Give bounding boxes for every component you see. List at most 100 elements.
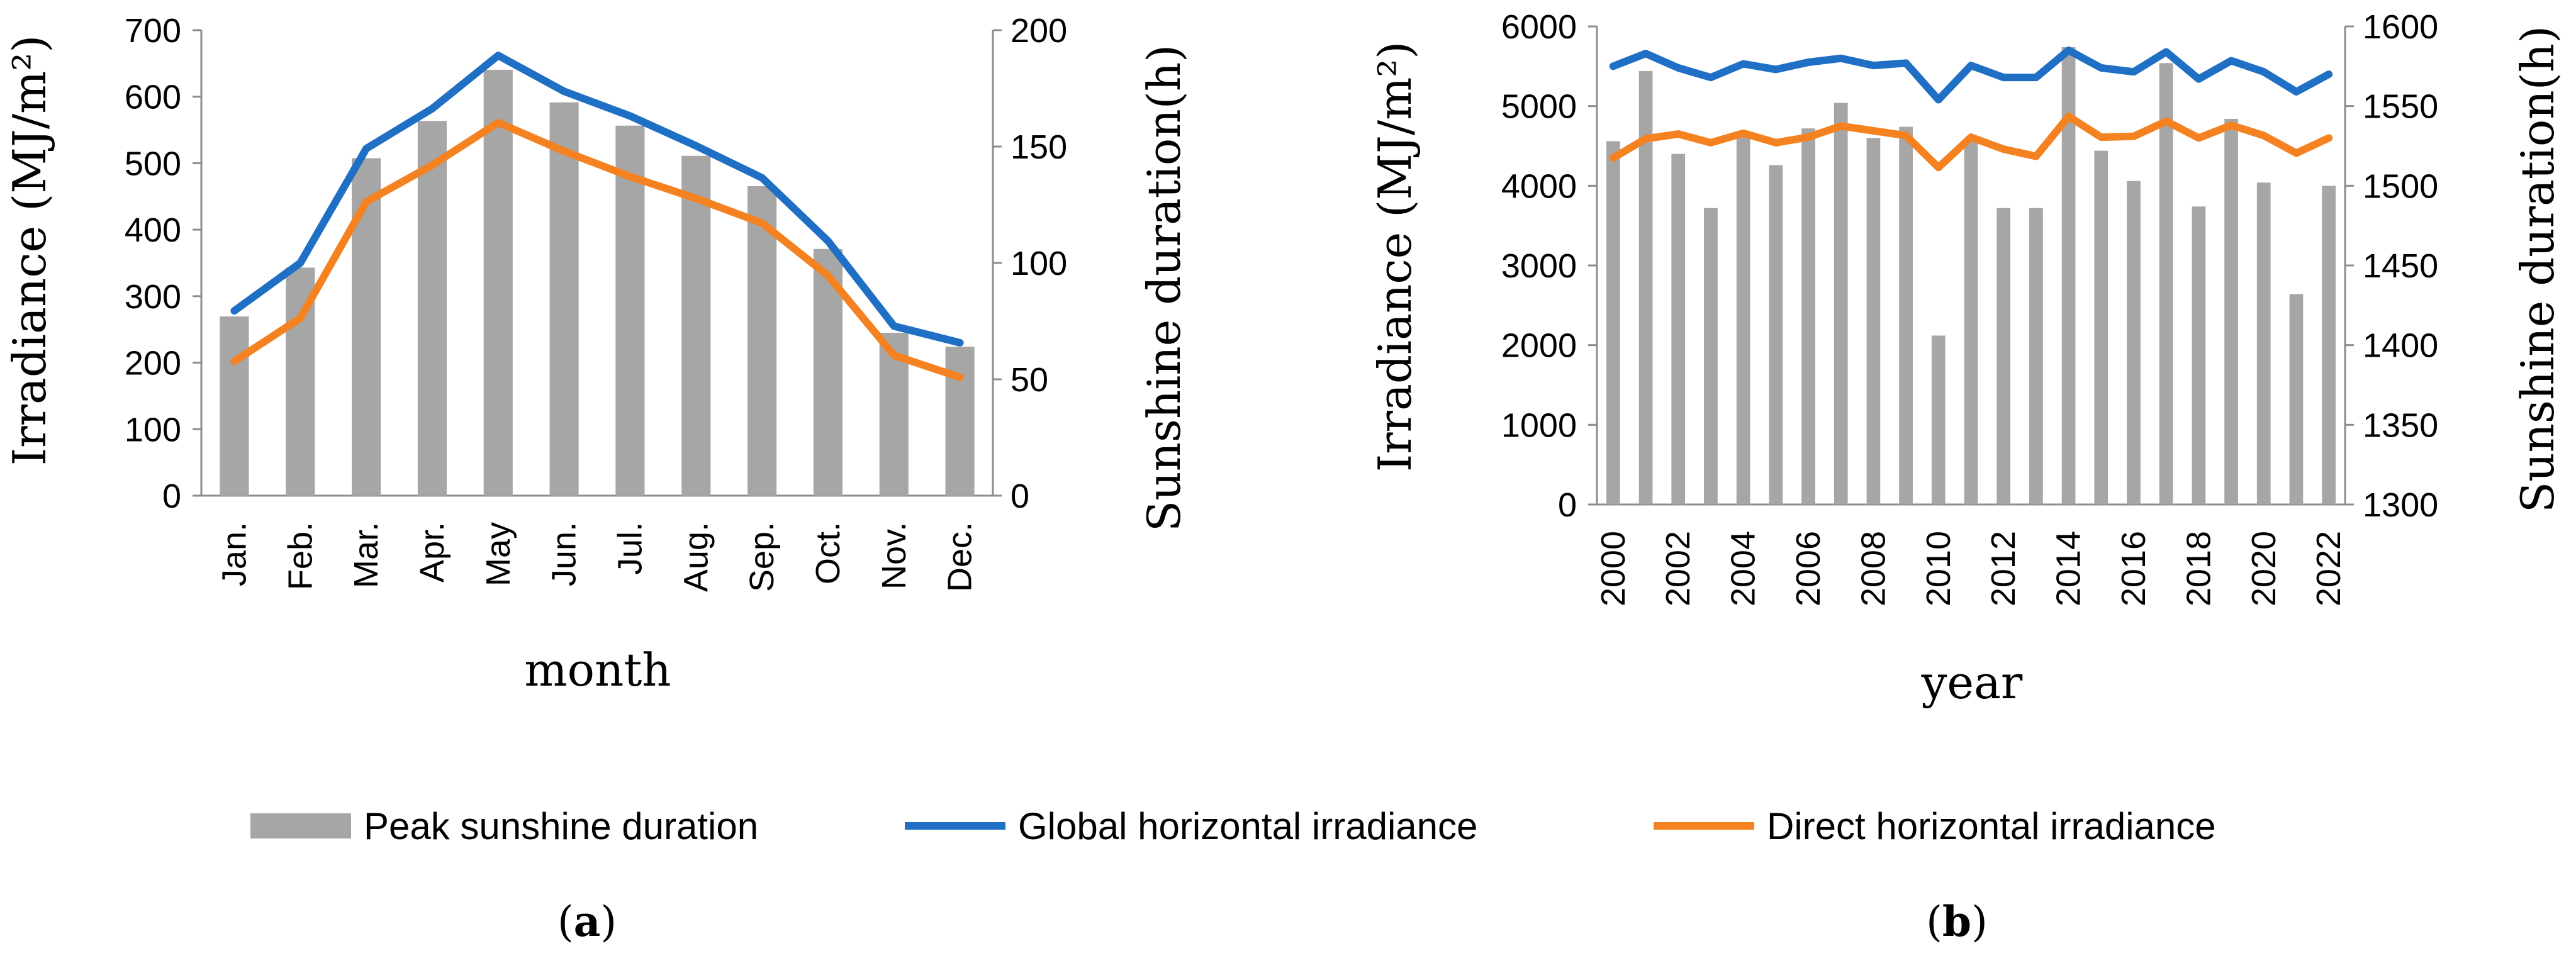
- a-xtick-label: Jul.: [611, 522, 649, 575]
- a-bar-Jan: [220, 316, 249, 496]
- b-x-axis-title: year: [1921, 656, 2023, 709]
- b-bar-2009: [1899, 126, 1913, 505]
- b-bar-2006: [1801, 128, 1815, 505]
- caption-a-letter: a: [574, 897, 601, 946]
- b-xtick-label: 2018: [2180, 531, 2217, 606]
- b-bar-2022: [2322, 186, 2336, 504]
- chart-panel-b: 0 1000 2000 3000 4000 5000 6000 1300 1350 1400 145…: [1369, 8, 2564, 709]
- b-bar-2017: [2159, 63, 2173, 505]
- b-xtick-label: 2022: [2310, 531, 2348, 606]
- b-xtick-label: 2020: [2245, 531, 2283, 606]
- b-ytick-label: 0: [1558, 486, 1577, 524]
- b-ytick-label: 4000: [1501, 167, 1577, 205]
- a-y2tick-label: 200: [1011, 12, 1067, 50]
- a-ytick-label: 100: [125, 411, 181, 448]
- a-xtick-label: May: [479, 522, 517, 586]
- a-bar-Dec: [945, 347, 975, 496]
- legend-global-label: Global horizontal irradiance: [1018, 805, 1477, 847]
- b-xtick-label: 2000: [1594, 531, 1632, 606]
- b-ytick-label: 5000: [1501, 88, 1577, 126]
- b-xtick-label: 2006: [1789, 531, 1827, 606]
- a-xtick-label: Feb.: [281, 522, 319, 590]
- a-ytick-label: 500: [125, 145, 181, 182]
- b-bars: [1606, 47, 2336, 505]
- a-bar-Aug: [681, 155, 711, 496]
- a-y2tick-label: 150: [1011, 128, 1067, 166]
- b-y2tick-label: 1400: [2363, 327, 2438, 365]
- b-line-direct: [1609, 113, 2333, 172]
- b-bar-2012: [1996, 208, 2011, 504]
- b-bar-2004: [1736, 135, 1750, 504]
- b-y2tick-label: 1550: [2363, 88, 2438, 126]
- b-bar-2003: [1704, 208, 1718, 504]
- b-xtick-label: 2004: [1725, 531, 1762, 606]
- a-xtick-label: Sep.: [743, 522, 781, 592]
- caption-a: (a): [557, 897, 617, 946]
- legend-bar-label: Peak sunshine duration: [364, 805, 758, 847]
- a-axes: [193, 29, 1002, 497]
- b-bar-2015: [2094, 150, 2108, 505]
- b-xtick-label: 2010: [1920, 531, 1957, 606]
- b-bar-2013: [2029, 208, 2043, 504]
- a-bar-Apr: [417, 121, 447, 496]
- legend-direct-label: Direct horizontal irradiance: [1767, 805, 2216, 847]
- a-xtick-label: Jun.: [546, 522, 583, 586]
- b-xtick-label: 2012: [1985, 531, 2022, 606]
- b-lines: [1609, 47, 2333, 172]
- legend: Peak sunshine duration Global horizontal…: [250, 805, 2216, 847]
- b-tick-labels: 0 1000 2000 3000 4000 5000 6000 1300 1350 1400 145…: [1501, 8, 2438, 606]
- b-bar-2011: [1964, 141, 1978, 504]
- a-ytick-label: 0: [162, 477, 181, 515]
- b-y2tick-label: 1300: [2363, 486, 2438, 524]
- b-ytick-label: 3000: [1501, 247, 1577, 285]
- a-y2tick-label: 0: [1011, 477, 1029, 515]
- b-xtick-label: 2014: [2050, 531, 2088, 606]
- b-y2tick-label: 1450: [2363, 247, 2438, 285]
- a-ytick-label: 700: [125, 12, 181, 50]
- b-line-global: [1609, 47, 2333, 104]
- a-xtick-label: Nov.: [875, 522, 913, 589]
- a-y2tick-label: 100: [1011, 245, 1067, 282]
- b-y2tick-label: 1350: [2363, 406, 2438, 444]
- b-y2tick-label: 1500: [2363, 167, 2438, 205]
- a-bar-May: [483, 69, 513, 496]
- b-bar-2010: [1931, 335, 1946, 504]
- a-bars: [220, 69, 975, 496]
- b-bar-2001: [1638, 70, 1653, 504]
- a-ytick-label: 200: [125, 345, 181, 382]
- b-bar-2000: [1606, 141, 1620, 504]
- b-bar-2005: [1769, 165, 1783, 504]
- b-xtick-label: 2016: [2115, 531, 2153, 606]
- a-lines: [230, 52, 964, 381]
- b-bar-2008: [1866, 138, 1881, 505]
- b-bar-2020: [2256, 182, 2271, 504]
- a-ytick-label: 400: [125, 211, 181, 249]
- b-y2tick-label: 1600: [2363, 8, 2438, 46]
- a-xtick-label: Mar.: [347, 522, 385, 588]
- a-ytick-label: 600: [125, 79, 181, 116]
- b-bar-2014: [2061, 47, 2076, 504]
- a-xtick-label: Aug.: [677, 522, 715, 592]
- b-ytick-label: 2000: [1501, 327, 1577, 365]
- a-ytick-label: 300: [125, 278, 181, 316]
- legend-bar-swatch: [250, 813, 351, 838]
- chart-panel-a: 0 100 200 300 400 500 600 700 0 50 100 150 200 Jan. Fe…: [3, 12, 1190, 696]
- a-y2tick-label: 50: [1011, 361, 1048, 399]
- a-tick-labels: 0 100 200 300 400 500 600 700 0 50 100 150 200 Jan. Fe…: [125, 12, 1067, 592]
- a-bar-Jul: [615, 125, 645, 496]
- a-xtick-label: Dec.: [941, 522, 979, 592]
- b-y-axis-title: Irradiance (MJ/m²): [1369, 42, 1421, 472]
- b-ytick-label: 6000: [1501, 8, 1577, 46]
- a-x-axis-title: month: [524, 643, 671, 696]
- a-bar-Sep: [748, 186, 777, 496]
- a-xtick-label: Oct.: [809, 522, 847, 584]
- b-y2-axis-title: Sunshine duration(h): [2511, 26, 2564, 513]
- a-y2-axis-title: Sunshine duration(h): [1138, 45, 1190, 532]
- a-xtick-label: Jan.: [215, 522, 253, 586]
- b-bar-2007: [1834, 103, 1848, 505]
- a-xtick-label: Apr.: [413, 522, 451, 582]
- b-bar-2018: [2192, 206, 2206, 504]
- b-bar-2021: [2289, 294, 2304, 504]
- caption-b: (b): [1926, 897, 1988, 946]
